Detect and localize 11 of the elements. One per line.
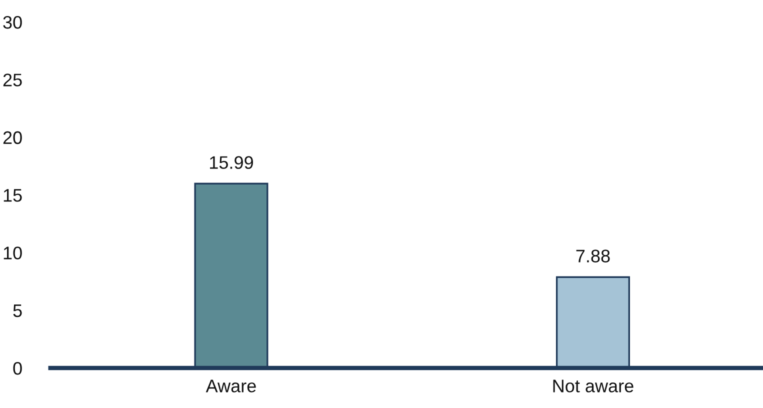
x-tick-label: Aware — [206, 380, 256, 392]
y-tick-label: 30 — [3, 16, 22, 29]
y-tick-label: 10 — [4, 246, 22, 260]
y-tick-label: 20 — [3, 131, 22, 144]
data-label: 7.88 — [576, 250, 610, 262]
y-tick-label: 5 — [13, 304, 22, 318]
y-tick-label: 0 — [13, 362, 22, 375]
y-tick-label: 15 — [4, 189, 22, 202]
data-label: 15.99 — [210, 156, 253, 169]
y-tick-label: 25 — [3, 74, 22, 86]
x-tick-label: Not aware — [553, 380, 634, 392]
